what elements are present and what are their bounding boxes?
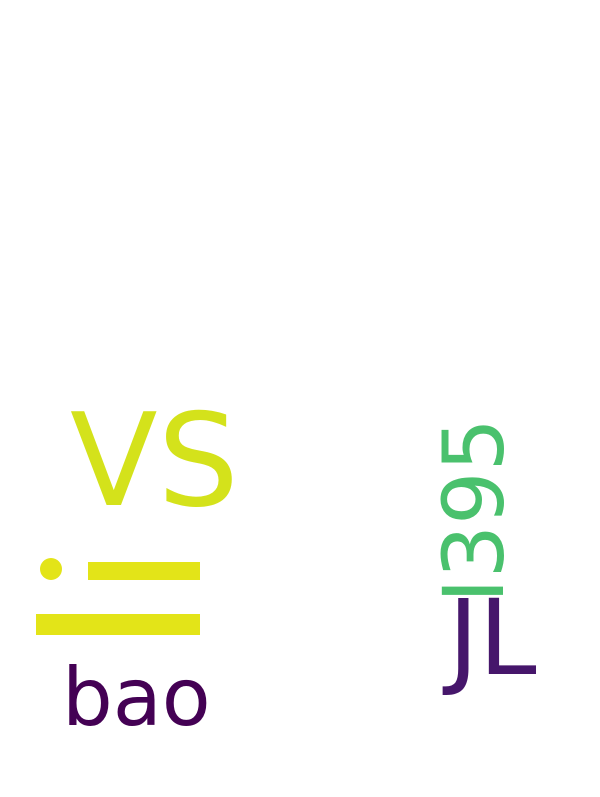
word-i395: I395 [425, 418, 523, 604]
glyph-bar-bottom [36, 614, 200, 635]
word-jl: JL [448, 577, 537, 699]
glyph-mark [36, 556, 204, 638]
glyph-bar-top [88, 562, 200, 580]
word-bao: bao [62, 651, 211, 744]
glyph-dot [40, 558, 62, 580]
word-vs: VS [70, 387, 239, 536]
